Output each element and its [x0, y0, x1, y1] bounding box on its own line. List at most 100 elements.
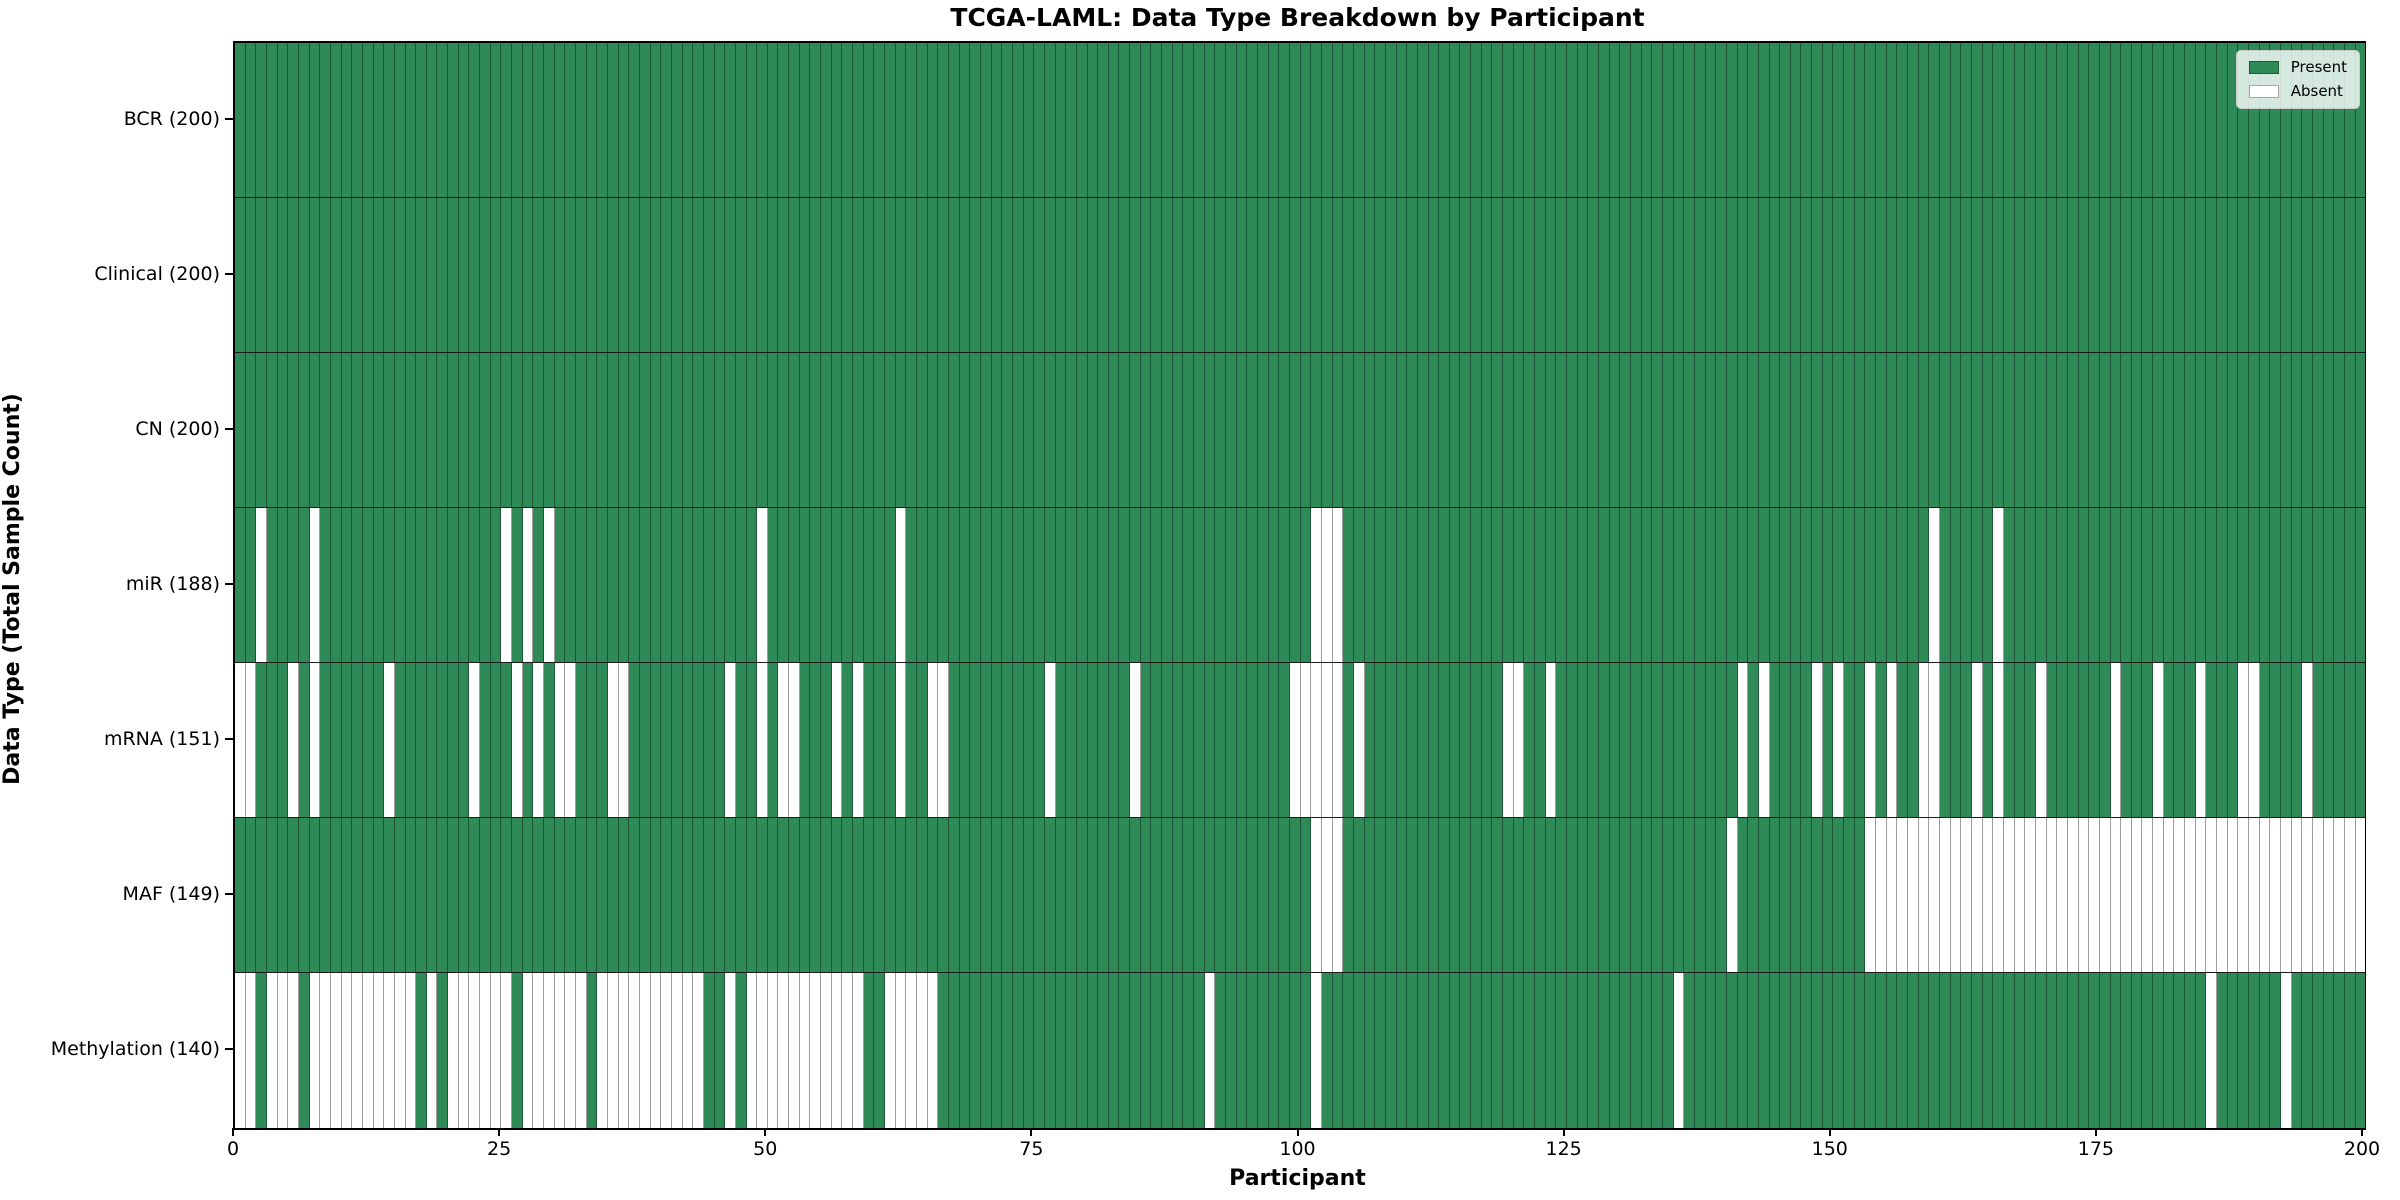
cell-miR-32	[576, 508, 587, 662]
cell-Clinical-122	[1535, 198, 1546, 352]
cell-Clinical-55	[821, 198, 832, 352]
cell-Clinical-32	[576, 198, 587, 352]
cell-mRNA-165	[1993, 663, 2004, 817]
cell-Clinical-158	[1918, 198, 1930, 352]
cell-miR-77	[1055, 508, 1067, 662]
cell-CN-141	[1737, 353, 1749, 507]
cell-Clinical-97	[1268, 198, 1280, 352]
cell-mRNA-161	[1950, 663, 1962, 817]
cell-BCR-108	[1385, 43, 1397, 197]
cell-mRNA-181	[2163, 663, 2175, 817]
cell-Methylation-78	[1066, 973, 1077, 1128]
cell-BCR-16	[405, 43, 417, 197]
cell-Methylation-197	[2334, 973, 2345, 1128]
cell-MAF-162	[1961, 818, 1972, 972]
cell-Clinical-161	[1950, 198, 1962, 352]
cell-mRNA-149	[1822, 663, 1834, 817]
cell-MAF-88	[1172, 818, 1184, 972]
cell-Clinical-196	[2323, 198, 2335, 352]
cell-mRNA-30	[554, 663, 566, 817]
cell-mRNA-12	[362, 663, 374, 817]
cell-BCR-28	[533, 43, 545, 197]
cell-MAF-110	[1407, 818, 1418, 972]
cell-Methylation-167	[2014, 973, 2026, 1128]
cell-miR-194	[2302, 508, 2313, 662]
cell-MAF-53	[799, 818, 811, 972]
cell-miR-19	[437, 508, 449, 662]
cell-BCR-195	[2312, 43, 2324, 197]
cell-Methylation-85	[1140, 973, 1152, 1128]
cell-Methylation-18	[426, 973, 438, 1128]
cell-BCR-147	[1801, 43, 1813, 197]
cell-BCR-194	[2302, 43, 2313, 197]
cell-MAF-78	[1066, 818, 1077, 972]
cell-CN-129	[1609, 353, 1621, 507]
cell-MAF-179	[2142, 818, 2154, 972]
cell-MAF-37	[629, 818, 640, 972]
cell-MAF-154	[1876, 818, 1887, 972]
cell-CN-76	[1044, 353, 1056, 507]
cell-Methylation-195	[2312, 973, 2324, 1128]
cell-MAF-109	[1396, 818, 1408, 972]
cell-mRNA-112	[1428, 663, 1440, 817]
cell-CN-7	[309, 353, 321, 507]
cell-Methylation-191	[2270, 973, 2281, 1128]
cell-miR-8	[320, 508, 331, 662]
cell-MAF-44	[703, 818, 715, 972]
cell-MAF-175	[2099, 818, 2111, 972]
cell-Clinical-4	[277, 198, 289, 352]
cell-BCR-148	[1812, 43, 1823, 197]
cell-mRNA-73	[1012, 663, 1024, 817]
cell-Clinical-30	[554, 198, 566, 352]
cell-MAF-39	[650, 818, 662, 972]
cell-CN-91	[1204, 353, 1216, 507]
cell-miR-168	[2025, 508, 2036, 662]
cell-MAF-2	[256, 818, 267, 972]
cell-BCR-101	[1311, 43, 1322, 197]
cell-BCR-114	[1449, 43, 1461, 197]
cell-Methylation-97	[1268, 973, 1280, 1128]
cell-miR-46	[725, 508, 736, 662]
cell-Clinical-50	[767, 198, 779, 352]
cell-miR-54	[810, 508, 822, 662]
cell-Clinical-73	[1012, 198, 1024, 352]
cell-miR-3	[266, 508, 278, 662]
cell-miR-37	[629, 508, 640, 662]
cell-miR-2	[256, 508, 267, 662]
cell-Clinical-157	[1908, 198, 1919, 352]
cell-CN-182	[2174, 353, 2186, 507]
cell-BCR-82	[1108, 43, 1120, 197]
cell-MAF-155	[1886, 818, 1898, 972]
cell-Clinical-167	[2014, 198, 2026, 352]
cell-CN-0	[235, 353, 246, 507]
cell-CN-64	[917, 353, 928, 507]
cell-Clinical-70	[980, 198, 992, 352]
cell-Clinical-199	[2355, 198, 2366, 352]
cell-BCR-125	[1567, 43, 1578, 197]
cell-CN-183	[2185, 353, 2196, 507]
cell-Methylation-40	[661, 973, 672, 1128]
cell-MAF-90	[1194, 818, 1205, 972]
cell-miR-60	[874, 508, 886, 662]
cell-BCR-134	[1662, 43, 1674, 197]
cell-CN-176	[2110, 353, 2122, 507]
cell-BCR-198	[2344, 43, 2356, 197]
cell-miR-82	[1108, 508, 1120, 662]
cell-Clinical-26	[512, 198, 523, 352]
cell-BCR-145	[1780, 43, 1791, 197]
cell-miR-13	[373, 508, 385, 662]
cell-miR-79	[1076, 508, 1088, 662]
cell-miR-133	[1652, 508, 1663, 662]
cell-mRNA-59	[863, 663, 875, 817]
x-tick-label-150: 150	[1811, 1138, 1848, 1160]
cell-CN-146	[1790, 353, 1802, 507]
cell-mRNA-125	[1567, 663, 1578, 817]
cell-BCR-67	[948, 43, 960, 197]
cell-miR-148	[1812, 508, 1823, 662]
cell-Methylation-186	[2217, 973, 2228, 1128]
cell-miR-108	[1385, 508, 1397, 662]
cell-Methylation-58	[853, 973, 864, 1128]
cell-CN-139	[1716, 353, 1727, 507]
y-tick-mark	[225, 892, 233, 895]
cell-miR-47	[735, 508, 747, 662]
